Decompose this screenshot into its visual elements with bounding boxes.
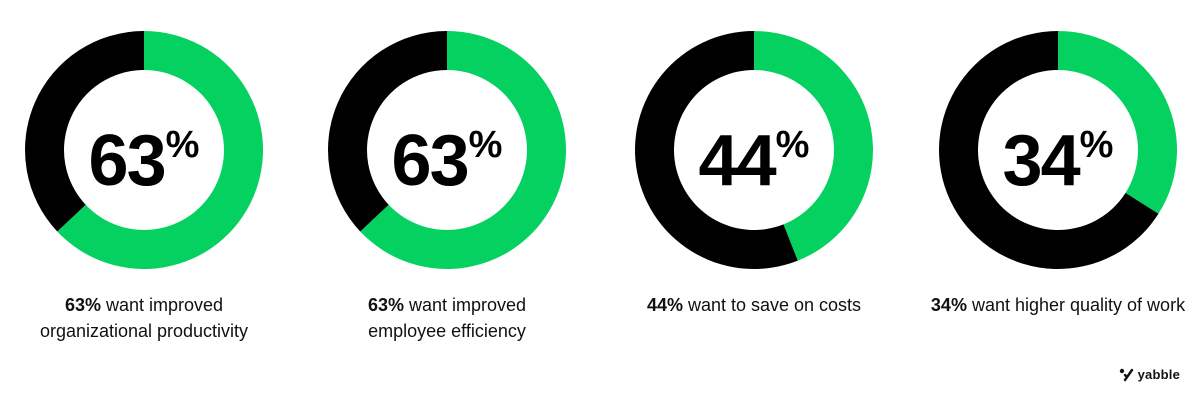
brand-name: yabble: [1137, 367, 1180, 382]
caption-percent: 44%: [646, 295, 683, 315]
donut-panel-save-on-costs: 44% 44% want to save on costs: [604, 0, 904, 400]
caption: 34% want higher quality of work: [923, 292, 1193, 318]
donut-chart-higher-quality: [939, 30, 1177, 270]
big-number-unit: %: [1079, 124, 1114, 166]
donut-chart-organizational-productivity: [25, 31, 264, 269]
donut-slice-value: [360, 31, 566, 269]
caption-text: want improved employee efficiency: [368, 295, 527, 341]
donut-slice-remainder: [635, 31, 798, 269]
caption: 63% want improved organizational product…: [34, 292, 254, 344]
donut-panel-organizational-productivity: 63% 63% want improved organizational pro…: [0, 0, 294, 400]
donut-slice-value: [1058, 31, 1177, 214]
big-number: 63%: [297, 95, 597, 211]
big-number-unit: %: [775, 124, 810, 166]
donut-panel-employee-efficiency: 63% 63% want improved employee efficienc…: [297, 0, 597, 400]
donut-chart-save-on-costs: [635, 31, 873, 269]
caption: 63% want improved employee efficiency: [337, 292, 557, 344]
donut-chart-employee-efficiency: [328, 31, 566, 269]
donut-slice-value: [754, 31, 873, 261]
donut-slice-remainder: [25, 31, 145, 232]
caption-percent: 63%: [64, 295, 101, 315]
donut-panel-higher-quality: 34% 34% want higher quality of work: [908, 0, 1200, 400]
caption-percent: 34%: [930, 295, 967, 315]
caption: 44% want to save on costs: [604, 292, 904, 318]
caption-text: want higher quality of work: [966, 295, 1186, 315]
big-number-value: 34: [1002, 121, 1081, 201]
yabble-logo-icon: [1119, 368, 1133, 381]
donut-slice-value: [57, 31, 264, 269]
donut-slice-remainder: [939, 30, 1159, 270]
donut-slice-remainder: [328, 31, 447, 232]
brand-logo: yabble: [1119, 367, 1180, 382]
big-number-unit: %: [165, 124, 200, 166]
caption-text: want to save on costs: [682, 295, 862, 315]
big-number: 34%: [908, 95, 1200, 211]
caption-text: want improved organizational productivit…: [39, 295, 249, 341]
caption-percent: 63%: [367, 295, 404, 315]
big-number-value: 44: [698, 121, 777, 201]
big-number: 44%: [604, 95, 904, 211]
big-number: 63%: [0, 95, 294, 211]
big-number-unit: %: [468, 124, 503, 166]
big-number-value: 63: [391, 121, 470, 201]
big-number-value: 63: [88, 121, 167, 201]
